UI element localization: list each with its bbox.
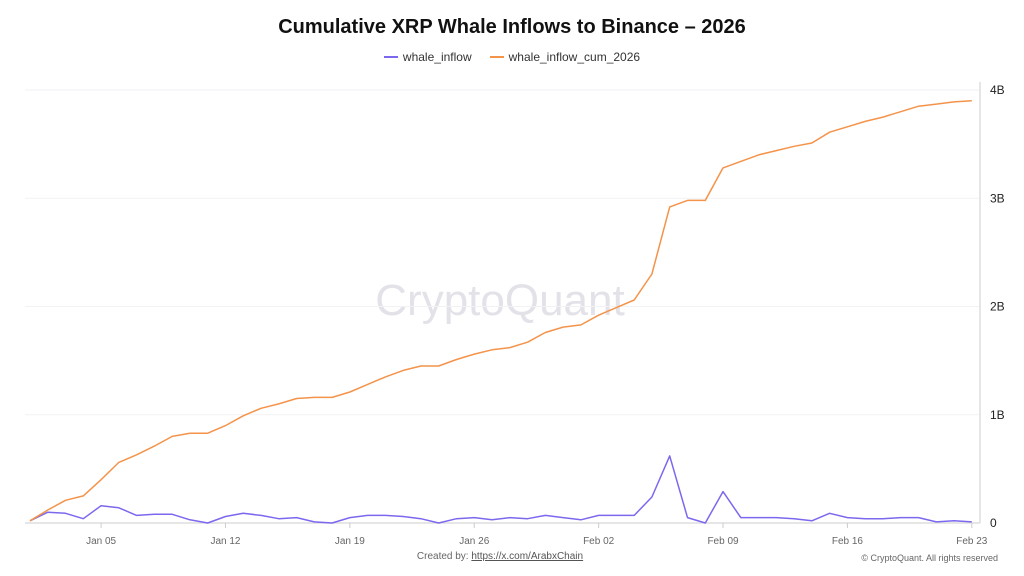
series-line-whale-inflow [29, 455, 972, 524]
legend-label: whale_inflow [402, 50, 472, 64]
y-tick-label: 4B [990, 83, 1005, 97]
series-line-whale-inflow-cum-2026 [29, 100, 972, 522]
legend-swatch [383, 56, 398, 58]
chart-title: Cumulative XRP Whale Inflows to Binance … [278, 16, 746, 38]
x-tick-label: Feb 02 [583, 536, 615, 547]
footer-created: Created by: https://x.com/ArabxChain [0, 551, 1000, 562]
author-link[interactable]: https://x.com/ArabxChain [471, 551, 584, 562]
legend-item-whale-inflow-cum[interactable]: whale_inflow_cum_2026 [489, 50, 641, 64]
y-tick-label: 2B [990, 300, 1005, 314]
x-tick-label: Jan 19 [335, 536, 365, 547]
y-tick-label: 3B [990, 191, 1005, 205]
y-tick-label: 0 [990, 516, 997, 530]
watermark: CryptoQuant [375, 276, 624, 325]
x-tick-label: Feb 23 [956, 536, 988, 547]
y-tick-label: 1B [990, 408, 1005, 422]
legend-label: whale_inflow_cum_2026 [508, 50, 641, 64]
x-tick-label: Feb 09 [707, 536, 739, 547]
x-tick-label: Jan 26 [459, 536, 489, 547]
legend: whale_inflow whale_inflow_cum_2026 [0, 50, 1024, 64]
created-label: Created by: [416, 551, 469, 562]
copyright: © CryptoQuant. All rights reserved [861, 553, 998, 563]
x-tick-label: Jan 12 [210, 536, 240, 547]
legend-item-whale-inflow[interactable]: whale_inflow [383, 50, 472, 64]
x-tick-label: Feb 16 [832, 536, 864, 547]
legend-swatch [489, 56, 504, 58]
x-tick-label: Jan 05 [86, 536, 116, 547]
